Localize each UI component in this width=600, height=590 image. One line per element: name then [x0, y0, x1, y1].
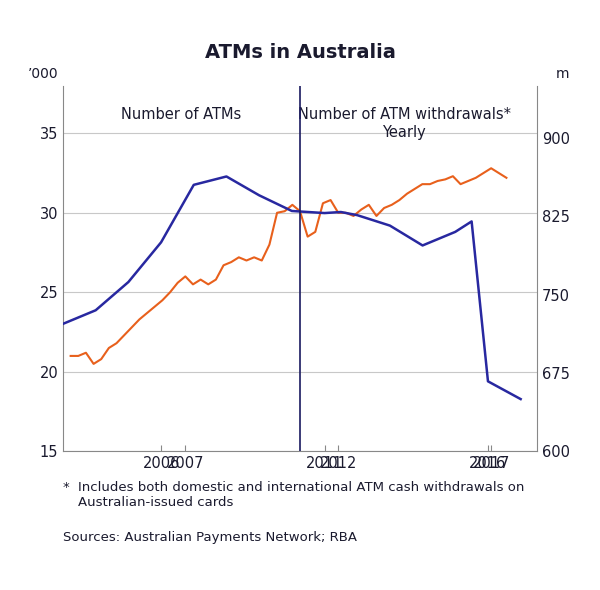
Text: Number of ATM withdrawals*
Yearly: Number of ATM withdrawals* Yearly	[298, 107, 511, 140]
Text: ’000: ’000	[28, 67, 58, 81]
Text: m: m	[556, 67, 569, 81]
Text: ATMs in Australia: ATMs in Australia	[205, 43, 395, 62]
Text: *: *	[63, 481, 70, 494]
Text: Number of ATMs: Number of ATMs	[121, 107, 242, 123]
Text: Includes both domestic and international ATM cash withdrawals on
Australian-issu: Includes both domestic and international…	[78, 481, 524, 509]
Text: Sources: Australian Payments Network; RBA: Sources: Australian Payments Network; RB…	[63, 531, 357, 544]
